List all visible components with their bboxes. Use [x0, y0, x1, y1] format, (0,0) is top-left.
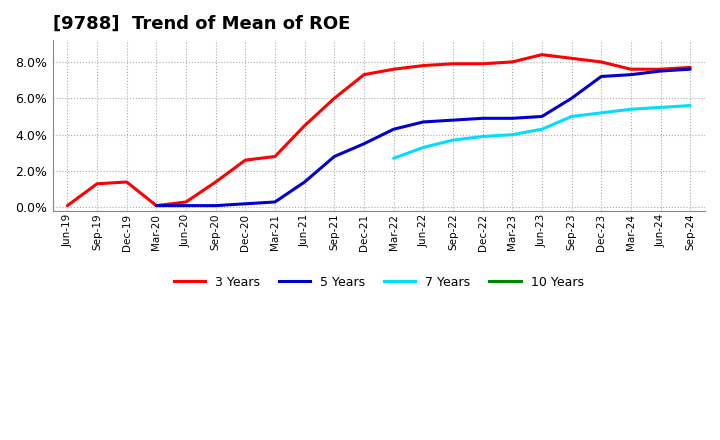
Legend: 3 Years, 5 Years, 7 Years, 10 Years: 3 Years, 5 Years, 7 Years, 10 Years — [169, 271, 588, 294]
Text: [9788]  Trend of Mean of ROE: [9788] Trend of Mean of ROE — [53, 15, 350, 33]
